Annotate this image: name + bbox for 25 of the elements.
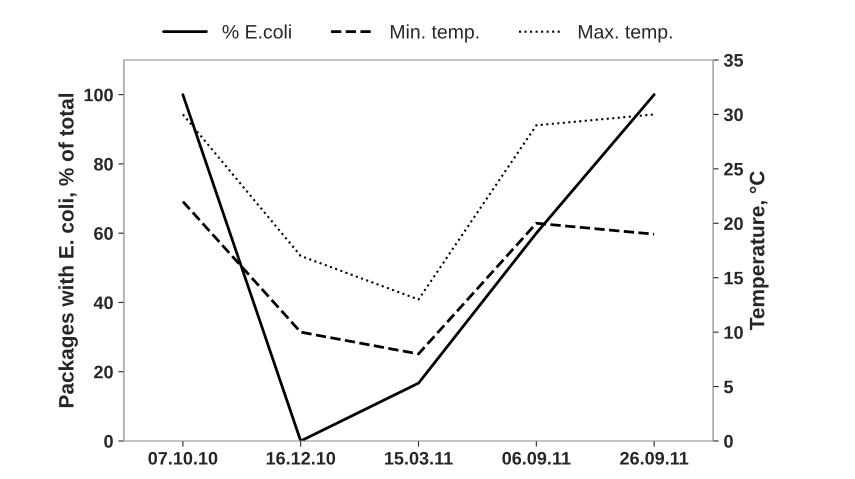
y-tick-label: 100 xyxy=(84,88,113,102)
y2-tick-label: 25 xyxy=(724,162,744,176)
y2-tick-label: 5 xyxy=(724,380,734,394)
y2-tick-label: 10 xyxy=(724,326,743,339)
legend-label: Min. temp. xyxy=(390,24,478,42)
x-tick-label: 26.09.11 xyxy=(620,452,688,465)
x-tick-label: 15.03.11 xyxy=(385,452,453,465)
x-tick-label: 07.10.10 xyxy=(148,452,218,465)
y-tick-label: 40 xyxy=(94,296,113,310)
y-tick-label: 80 xyxy=(94,158,113,171)
y2-tick-label: 15 xyxy=(724,272,744,284)
y2-tick-label: 30 xyxy=(724,108,743,122)
x-tick-label: 06.09.11 xyxy=(502,452,570,465)
legend-label: % E.coli xyxy=(222,24,291,39)
y-axis-title: Packages with E. coli, % of total xyxy=(58,94,78,408)
y2-tick-label: 35 xyxy=(724,54,744,67)
y2-tick-label: 0 xyxy=(724,434,733,448)
line-series xyxy=(181,93,656,441)
y2-axis-title: Temperature, °C xyxy=(750,171,769,330)
legend-label: Max. temp. xyxy=(578,25,672,42)
y-tick-label: 60 xyxy=(94,227,113,240)
y2-tick-label: 20 xyxy=(724,217,743,230)
y-tick-label: 20 xyxy=(94,366,113,378)
y-tick-label: 0 xyxy=(104,434,113,448)
x-tick-label: 16.12.10 xyxy=(266,452,336,465)
